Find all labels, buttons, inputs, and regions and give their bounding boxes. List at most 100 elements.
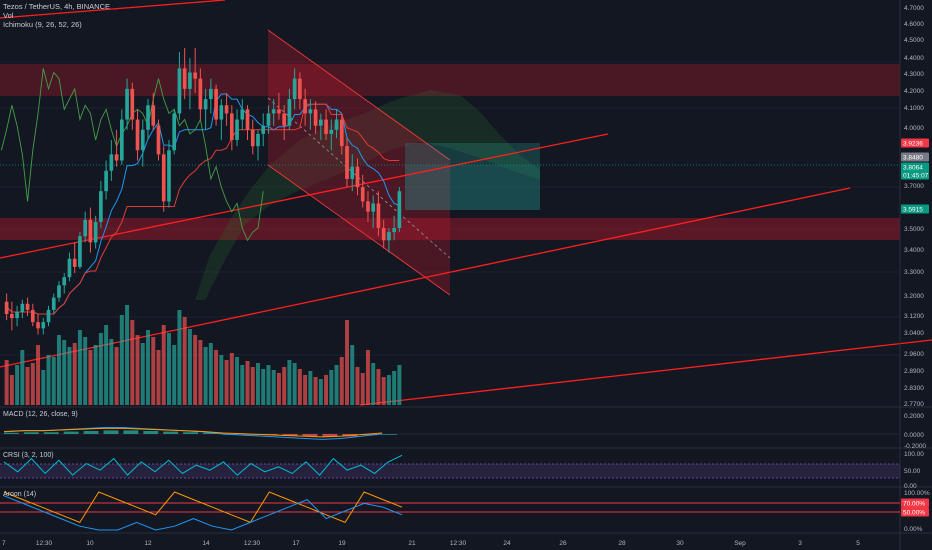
candle-body	[282, 113, 287, 126]
volume-bar	[46, 355, 51, 405]
price-tag	[901, 204, 929, 214]
time-tick-label: 14	[202, 540, 210, 547]
trendline-top[interactable]	[0, 0, 226, 19]
volume-bar	[386, 375, 391, 405]
aroon-tag	[901, 498, 929, 508]
macd-histogram-bar	[203, 432, 218, 434]
candle-body	[203, 99, 208, 110]
macd-histogram-bar	[302, 434, 318, 437]
macd-histogram-bar	[322, 434, 338, 437]
volume-bar	[83, 337, 88, 405]
candle-body	[334, 119, 339, 130]
trendline-upper[interactable]	[0, 133, 609, 259]
candle-body	[114, 154, 119, 161]
time-tick-label: 24	[503, 540, 511, 547]
price-tick-label: 4.5000	[904, 37, 924, 44]
macd-histogram-bar	[123, 430, 139, 434]
candle-body	[339, 119, 344, 147]
volume-bar	[151, 337, 156, 405]
volume-bar	[371, 363, 376, 405]
aroon-pane[interactable]	[3, 491, 403, 531]
candle-body	[387, 232, 391, 241]
ichimoku-cloud	[195, 90, 540, 300]
time-tick-label: 7	[2, 540, 6, 547]
price-tick-label: 2.7700	[904, 401, 924, 408]
volume-bar	[339, 357, 344, 405]
volume-bar	[72, 343, 77, 405]
candle-body	[172, 113, 177, 151]
volume-bar	[334, 365, 339, 405]
candle-body	[250, 129, 255, 147]
channel-lower-line[interactable]	[267, 164, 451, 296]
volume-bar	[381, 377, 386, 405]
macd-pane[interactable]	[0, 427, 900, 440]
candle-body	[198, 78, 203, 110]
volume-bar	[219, 355, 224, 405]
candlesticks[interactable]	[4, 47, 402, 335]
price-tag	[901, 152, 929, 162]
volume-bar	[109, 339, 114, 405]
volume-bar	[119, 315, 124, 405]
candle-body	[240, 109, 245, 120]
channel-upper-line[interactable]	[267, 29, 451, 161]
candle-body	[193, 72, 197, 79]
volume-bar	[104, 325, 109, 405]
candle-body	[20, 303, 25, 312]
candle-body	[51, 297, 56, 310]
price-tick-label: 4.6000	[904, 21, 924, 28]
chart-legend: Tezos / TetherUS, 4h, BINANCE Vol Ichimo…	[3, 2, 110, 29]
trendline-middle[interactable]	[0, 187, 851, 368]
support-zone[interactable]	[0, 218, 900, 240]
candle-body	[104, 170, 108, 192]
volume-bar	[30, 363, 35, 405]
volume-bar	[172, 345, 177, 405]
price-tag-label: 3.9236	[903, 140, 923, 147]
volume-bar	[345, 320, 350, 405]
descending-channel[interactable]	[268, 30, 450, 295]
volume-bar	[224, 360, 229, 405]
candle-body	[4, 301, 9, 314]
macd-legend: MACD (12, 26, close, 9)	[3, 411, 78, 418]
volume-bar	[161, 325, 166, 405]
crsi-legend: CRSI (3, 2, 100)	[3, 452, 54, 459]
time-tick-label: 21	[408, 540, 416, 547]
volume-bar	[245, 361, 250, 405]
aroon-down-line	[3, 495, 403, 531]
crsi-pane[interactable]	[3, 454, 403, 476]
position-risk-box[interactable]	[405, 165, 540, 210]
volume-bar	[303, 375, 308, 405]
aroon-tick-label: 0.00%	[904, 526, 923, 533]
candle-body	[135, 119, 140, 151]
position-target-box[interactable]	[405, 143, 540, 165]
volume-bar	[15, 365, 20, 405]
volume-bar	[297, 369, 302, 405]
candle-body	[224, 105, 229, 114]
candle-body	[214, 88, 218, 120]
candle-body	[99, 191, 103, 222]
volume-bar	[376, 369, 381, 405]
candle-body	[93, 221, 98, 243]
volume-bar	[25, 367, 30, 405]
trendline-lower[interactable]	[359, 339, 932, 406]
volume-bar	[271, 370, 276, 405]
candle-body	[177, 68, 182, 114]
volume-bar	[235, 357, 240, 405]
volume-bar	[41, 370, 46, 405]
candle-body	[57, 285, 61, 298]
time-tick-label: 10	[86, 540, 94, 547]
candle-body	[261, 125, 266, 134]
volume-bar	[114, 347, 119, 405]
volume-bar	[318, 379, 323, 405]
candle-body	[25, 303, 30, 310]
macd-histogram-bar	[382, 434, 398, 435]
resistance-zone[interactable]	[0, 64, 900, 96]
volume-bar	[156, 350, 161, 405]
price-tick-label: 4.7000	[904, 5, 924, 12]
time-axis[interactable]: 7 12:30 10 12 14 12:30 17 19 21 12:30 24 26 28 30 Sep 3…	[2, 540, 860, 547]
price-axis[interactable]: 4.7000 4.6000 4.5000 4.4000 4.3000 4.2000 4.10…	[901, 5, 929, 408]
candle-body	[298, 78, 302, 100]
candle-body	[350, 166, 355, 179]
time-tick-label: 26	[559, 540, 567, 547]
time-tick-label: 3	[798, 540, 802, 547]
